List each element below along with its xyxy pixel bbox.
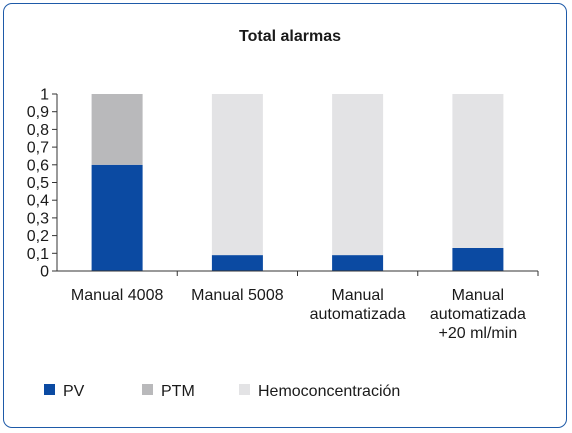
- x-category-label: Manual automatizada +20 ml/min: [430, 287, 526, 342]
- x-category-label: Manual 4008: [71, 287, 164, 304]
- x-category-label: Manual 5008: [191, 287, 284, 304]
- bars-group: [91, 94, 504, 271]
- y-tick-label: 0,6: [27, 157, 49, 174]
- bar-pv-2: [211, 255, 263, 271]
- bar-pv-4: [452, 248, 504, 271]
- y-tick-label: 0,8: [27, 122, 49, 139]
- chart-title: Total alarmas: [239, 28, 341, 45]
- x-category-label: Manual automatizada: [310, 287, 406, 323]
- y-tick-label: 0,7: [27, 140, 49, 157]
- y-tick-label: 0,9: [27, 104, 49, 121]
- bar-pv-1: [91, 164, 143, 271]
- bar-hemoconcentración-4: [452, 94, 504, 248]
- y-tick-label: 0,4: [27, 193, 49, 210]
- legend-swatch-ptm: [142, 384, 153, 395]
- bar-hemoconcentración-3: [332, 94, 384, 256]
- y-tick-label: 0,5: [27, 175, 49, 192]
- legend-swatch-pv: [44, 384, 55, 395]
- bar-hemoconcentración-2: [211, 94, 263, 256]
- axes-group: 00,10,20,30,40,50,60,70,80,91 Manual 4008…: [27, 87, 539, 342]
- y-tick-label: 1: [40, 87, 49, 104]
- legend-swatch-hemoconcentración: [239, 384, 250, 395]
- legend-label: PTM: [161, 383, 195, 400]
- y-tick-label: 0: [40, 264, 49, 281]
- y-tick-label: 0,2: [27, 228, 49, 245]
- y-tick-label: 0,3: [27, 210, 49, 227]
- legend-label: PV: [63, 383, 85, 400]
- legend-label: Hemoconcentración: [258, 383, 400, 400]
- y-tick-label: 0,1: [27, 246, 49, 263]
- bar-pv-3: [332, 255, 384, 271]
- bar-ptm-1: [91, 94, 143, 165]
- legend-group: PV PTM Hemoconcentración: [44, 383, 400, 400]
